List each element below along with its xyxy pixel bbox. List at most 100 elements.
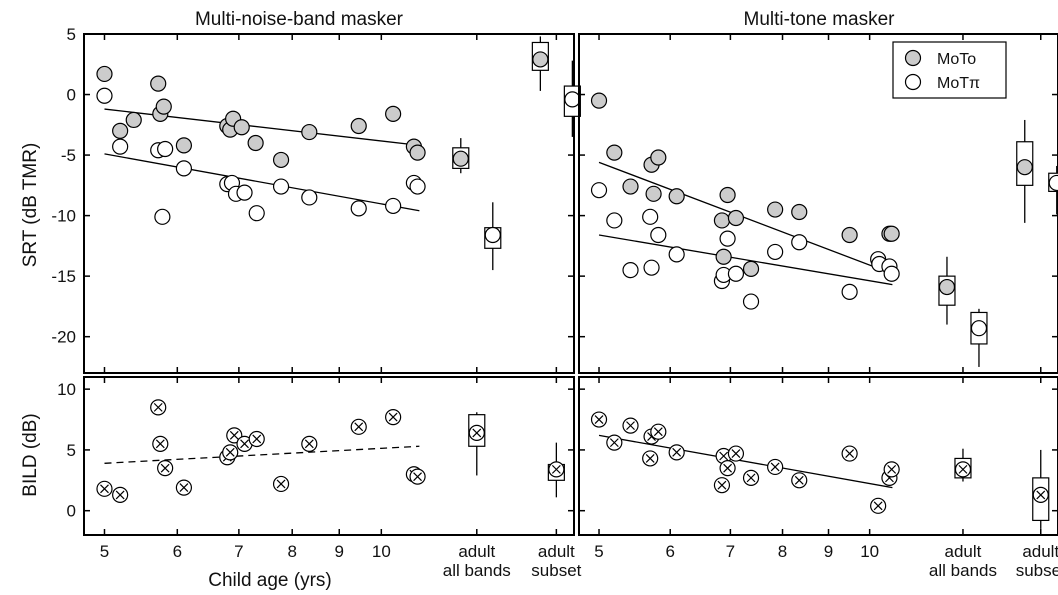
point-bild-cross — [731, 449, 741, 458]
point-bild-cross — [887, 464, 897, 474]
point-motpi — [650, 226, 667, 244]
ylabel-bild: BILD (dB) — [20, 413, 41, 496]
box-median-moto — [1016, 159, 1033, 176]
fit-line-bild — [104, 445, 420, 464]
x-tick-label: 9 — [824, 542, 833, 561]
point-moto — [668, 188, 685, 205]
point-moto — [713, 212, 731, 229]
x-tick-label-adult: adult — [945, 542, 982, 561]
point-bild-cross — [225, 447, 235, 457]
x-tick-label-subset: subset — [531, 561, 581, 580]
y-tick-label: 5 — [67, 441, 76, 460]
legend-label-moto: MoTo — [937, 51, 976, 68]
point-motpi — [643, 259, 660, 276]
x-tick-label: 8 — [287, 542, 296, 561]
box-median-bild-cross — [551, 464, 561, 474]
point-bild-cross — [873, 501, 883, 511]
x-tick-label: 8 — [778, 542, 787, 561]
point-moto — [645, 185, 662, 202]
x-tick-label: 9 — [335, 542, 344, 561]
box-median-bild-cross — [472, 428, 482, 438]
fit-line-moto — [598, 161, 893, 275]
point-bild-cross — [594, 415, 604, 424]
point-motpi — [350, 200, 367, 217]
ylabel-srt: SRT (dB TMR) — [20, 143, 41, 268]
point-bild-cross — [794, 475, 804, 485]
x-tick-label: 7 — [234, 542, 243, 561]
point-motpi — [236, 184, 253, 201]
point-bild-cross — [719, 451, 729, 461]
point-motpi — [742, 293, 760, 310]
point-moto — [622, 178, 639, 195]
point-motpi — [590, 182, 608, 199]
fit-line-bild — [598, 434, 893, 489]
x-tick-label: 7 — [726, 542, 735, 561]
x-tick-label: 10 — [860, 542, 879, 561]
box-median-motpi — [484, 226, 501, 244]
point-motpi — [791, 234, 808, 251]
point-bild-cross — [304, 439, 314, 449]
point-moto — [715, 248, 732, 265]
point-motpi — [272, 178, 290, 195]
xlabel: Child age (yrs) — [208, 570, 332, 591]
point-motpi — [385, 197, 402, 215]
point-moto — [791, 203, 808, 221]
point-moto — [841, 226, 858, 244]
point-moto — [719, 186, 736, 204]
point-moto — [590, 92, 608, 109]
panel-frame-bild-right — [578, 376, 1058, 536]
y-tick-label: 5 — [67, 25, 76, 44]
y-tick-label: 0 — [67, 86, 76, 105]
point-bild-cross — [845, 449, 855, 458]
point-moto — [350, 117, 367, 135]
box-median-motpi — [1048, 174, 1058, 192]
x-tick-label-adult: adult — [1022, 542, 1058, 561]
point-bild-cross — [240, 439, 249, 449]
x-tick-label-all-bands: all bands — [443, 561, 511, 580]
point-bild-cross — [645, 454, 655, 463]
point-bild-cross — [155, 439, 165, 449]
point-bild-cross — [100, 484, 109, 494]
point-bild-cross — [413, 472, 422, 482]
point-bild-cross — [770, 462, 780, 472]
point-motpi — [883, 265, 900, 282]
point-moto — [742, 260, 760, 277]
panel-frame-bild-left — [83, 376, 575, 536]
point-moto — [112, 122, 129, 139]
point-bild-cross — [160, 463, 170, 473]
box-median-motpi — [970, 320, 988, 337]
point-bild-cross — [609, 438, 619, 448]
point-motpi — [409, 178, 426, 195]
x-tick-label: 5 — [100, 542, 109, 561]
point-bild-cross — [723, 463, 733, 473]
point-moto — [96, 65, 113, 83]
point-motpi — [668, 246, 685, 263]
box-median-moto — [938, 278, 956, 296]
point-moto — [409, 144, 426, 161]
point-moto — [150, 75, 167, 92]
x-tick-label-all-bands: all bands — [929, 561, 997, 580]
point-motpi — [727, 265, 745, 282]
point-motpi — [622, 261, 639, 279]
point-motpi — [767, 243, 784, 261]
point-bild-cross — [115, 490, 125, 500]
point-bild-cross — [388, 412, 398, 422]
title-right: Multi-tone masker — [744, 9, 896, 30]
y-tick-label: -15 — [51, 267, 76, 286]
panel-frame-srt-right — [578, 33, 1058, 374]
x-tick-label: 5 — [594, 542, 603, 561]
point-bild-cross — [746, 473, 756, 483]
x-tick-label-adult: adult — [458, 542, 495, 561]
point-bild-cross — [229, 430, 239, 440]
point-motpi — [175, 160, 193, 177]
y-tick-label: -20 — [51, 328, 76, 347]
point-bild-cross — [153, 402, 163, 412]
point-bild-cross — [672, 447, 682, 457]
point-moto — [175, 137, 193, 154]
point-motpi — [154, 208, 171, 225]
legend-label-motpi: MoTπ — [937, 75, 980, 92]
point-motpi — [301, 189, 318, 206]
point-moto — [155, 98, 172, 115]
point-moto — [883, 225, 900, 242]
